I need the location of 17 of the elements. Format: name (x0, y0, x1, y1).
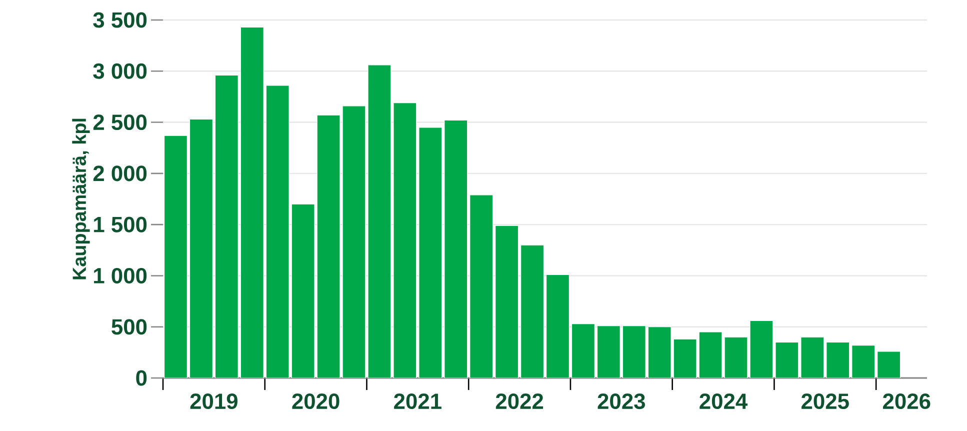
y-tick-label: 500 (112, 319, 147, 335)
y-axis-title: Kauppamäärä, kpl (72, 118, 90, 280)
x-tick-label: 2026 (883, 394, 930, 410)
x-tick-label: 2025 (802, 394, 849, 410)
x-tick-label: 2024 (700, 394, 748, 410)
x-tick-label: 2020 (292, 394, 340, 410)
y-tick-label: 3 500 (93, 12, 147, 28)
y-tick-label: 2 500 (93, 114, 147, 130)
y-tick-label: 3 000 (93, 63, 147, 79)
x-tick-label: 2023 (598, 394, 645, 410)
x-tick-label: 2021 (394, 394, 442, 410)
x-tick-label: 2019 (190, 394, 238, 410)
y-tick-label: 2 000 (93, 166, 147, 182)
y-tick-label: 1 500 (94, 216, 147, 232)
y-tick-label: 1 000 (94, 268, 147, 284)
x-tick-label: 2022 (496, 394, 544, 410)
y-tick-label: 0 (136, 370, 147, 386)
